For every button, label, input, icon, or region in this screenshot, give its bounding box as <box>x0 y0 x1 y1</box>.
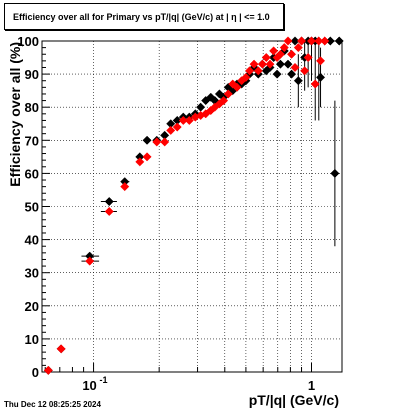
red-diamond-marker <box>253 66 263 76</box>
black-diamond-marker <box>275 59 285 69</box>
grid-lines <box>42 41 342 372</box>
black-diamond-marker <box>272 69 282 79</box>
red-diamond-marker <box>300 66 310 76</box>
footer-timestamp: Thu Dec 12 08:25:25 2024 <box>4 400 101 409</box>
red-diamond-marker <box>228 79 238 89</box>
red-diamond-marker <box>287 49 297 59</box>
black-diamond-marker <box>104 196 114 207</box>
black-diamond-marker <box>330 168 340 178</box>
y-tick-label: 70 <box>25 133 39 148</box>
red-diamond-marker <box>166 125 176 135</box>
red-diamond-marker <box>142 152 152 162</box>
red-diamond-marker <box>290 62 300 73</box>
red-diamond-marker <box>303 52 313 63</box>
red-diamond-marker <box>223 89 233 99</box>
chart-title-box: Efficiency over all for Primary vs pT/|q… <box>4 3 284 30</box>
error-bars <box>81 41 336 262</box>
red-diamond-marker <box>232 82 242 92</box>
red-diamond-marker <box>104 206 114 217</box>
y-tick-label: 20 <box>25 299 39 314</box>
red-diamond-marker <box>43 365 53 375</box>
axis-ticks <box>42 40 313 373</box>
y-tick-label: 10 <box>25 332 39 347</box>
red-diamond-marker <box>85 256 95 266</box>
black-diamond-marker <box>283 59 293 69</box>
black-diamond-marker <box>334 36 344 46</box>
x-axis-label: pT/|q| (GeV/c) <box>249 392 339 408</box>
y-tick-label: 90 <box>25 67 39 82</box>
black-diamond-marker <box>287 69 297 79</box>
black-diamond-marker <box>142 135 152 145</box>
black-diamond-marker <box>290 36 300 46</box>
y-tick-label: 60 <box>25 166 39 181</box>
black-diamond-marker <box>206 92 216 102</box>
red-diamond-marker <box>249 59 259 69</box>
red-diamond-marker <box>306 36 317 46</box>
chart-title: Efficiency over all for Primary vs pT/|q… <box>13 12 270 22</box>
x-tick-label: 1 <box>308 378 315 393</box>
red-diamond-marker <box>257 59 267 69</box>
y-tick-label: 40 <box>25 233 39 248</box>
red-diamond-marker <box>283 36 293 46</box>
red-diamond-marker <box>241 72 251 82</box>
red-diamond-marker <box>152 137 162 147</box>
red-diamond-marker <box>265 59 275 69</box>
red-diamond-marker <box>184 115 194 125</box>
y-tick-label: 0 <box>32 365 39 380</box>
red-diamond-marker <box>245 66 255 76</box>
red-diamond-marker <box>172 122 182 132</box>
y-axis-label: Efficiency over all (%) <box>7 42 23 187</box>
red-diamond-marker <box>310 79 320 89</box>
red-diamond-marker <box>293 43 303 53</box>
red-diamond-marker <box>261 52 271 63</box>
red-diamond-marker <box>219 96 229 106</box>
tick-labels: 0 10 20 30 40 50 60 70 80 90 100 10 -1 1 <box>17 34 315 393</box>
y-tick-label: 100 <box>17 34 39 49</box>
y-tick-label: 50 <box>25 200 39 215</box>
red-diamond-marker <box>135 157 145 167</box>
red-diamond-marker <box>160 137 170 147</box>
data-markers <box>43 36 344 375</box>
red-diamond-marker <box>56 344 66 354</box>
x-tick-label-exponent: -1 <box>100 375 108 385</box>
red-diamond-marker <box>275 49 285 59</box>
x-tick-label: 10 <box>82 378 96 393</box>
red-diamond-marker <box>296 36 307 46</box>
y-tick-label: 30 <box>25 266 39 281</box>
black-diamond-marker <box>315 72 326 82</box>
red-diamond-marker <box>315 56 326 66</box>
red-diamond-marker <box>120 182 130 192</box>
black-diamond-marker <box>293 76 303 86</box>
red-diamond-marker <box>178 115 188 125</box>
red-diamond-marker <box>269 46 279 56</box>
red-diamond-marker <box>320 36 330 46</box>
y-tick-label: 80 <box>25 100 39 115</box>
red-diamond-marker <box>279 43 289 53</box>
